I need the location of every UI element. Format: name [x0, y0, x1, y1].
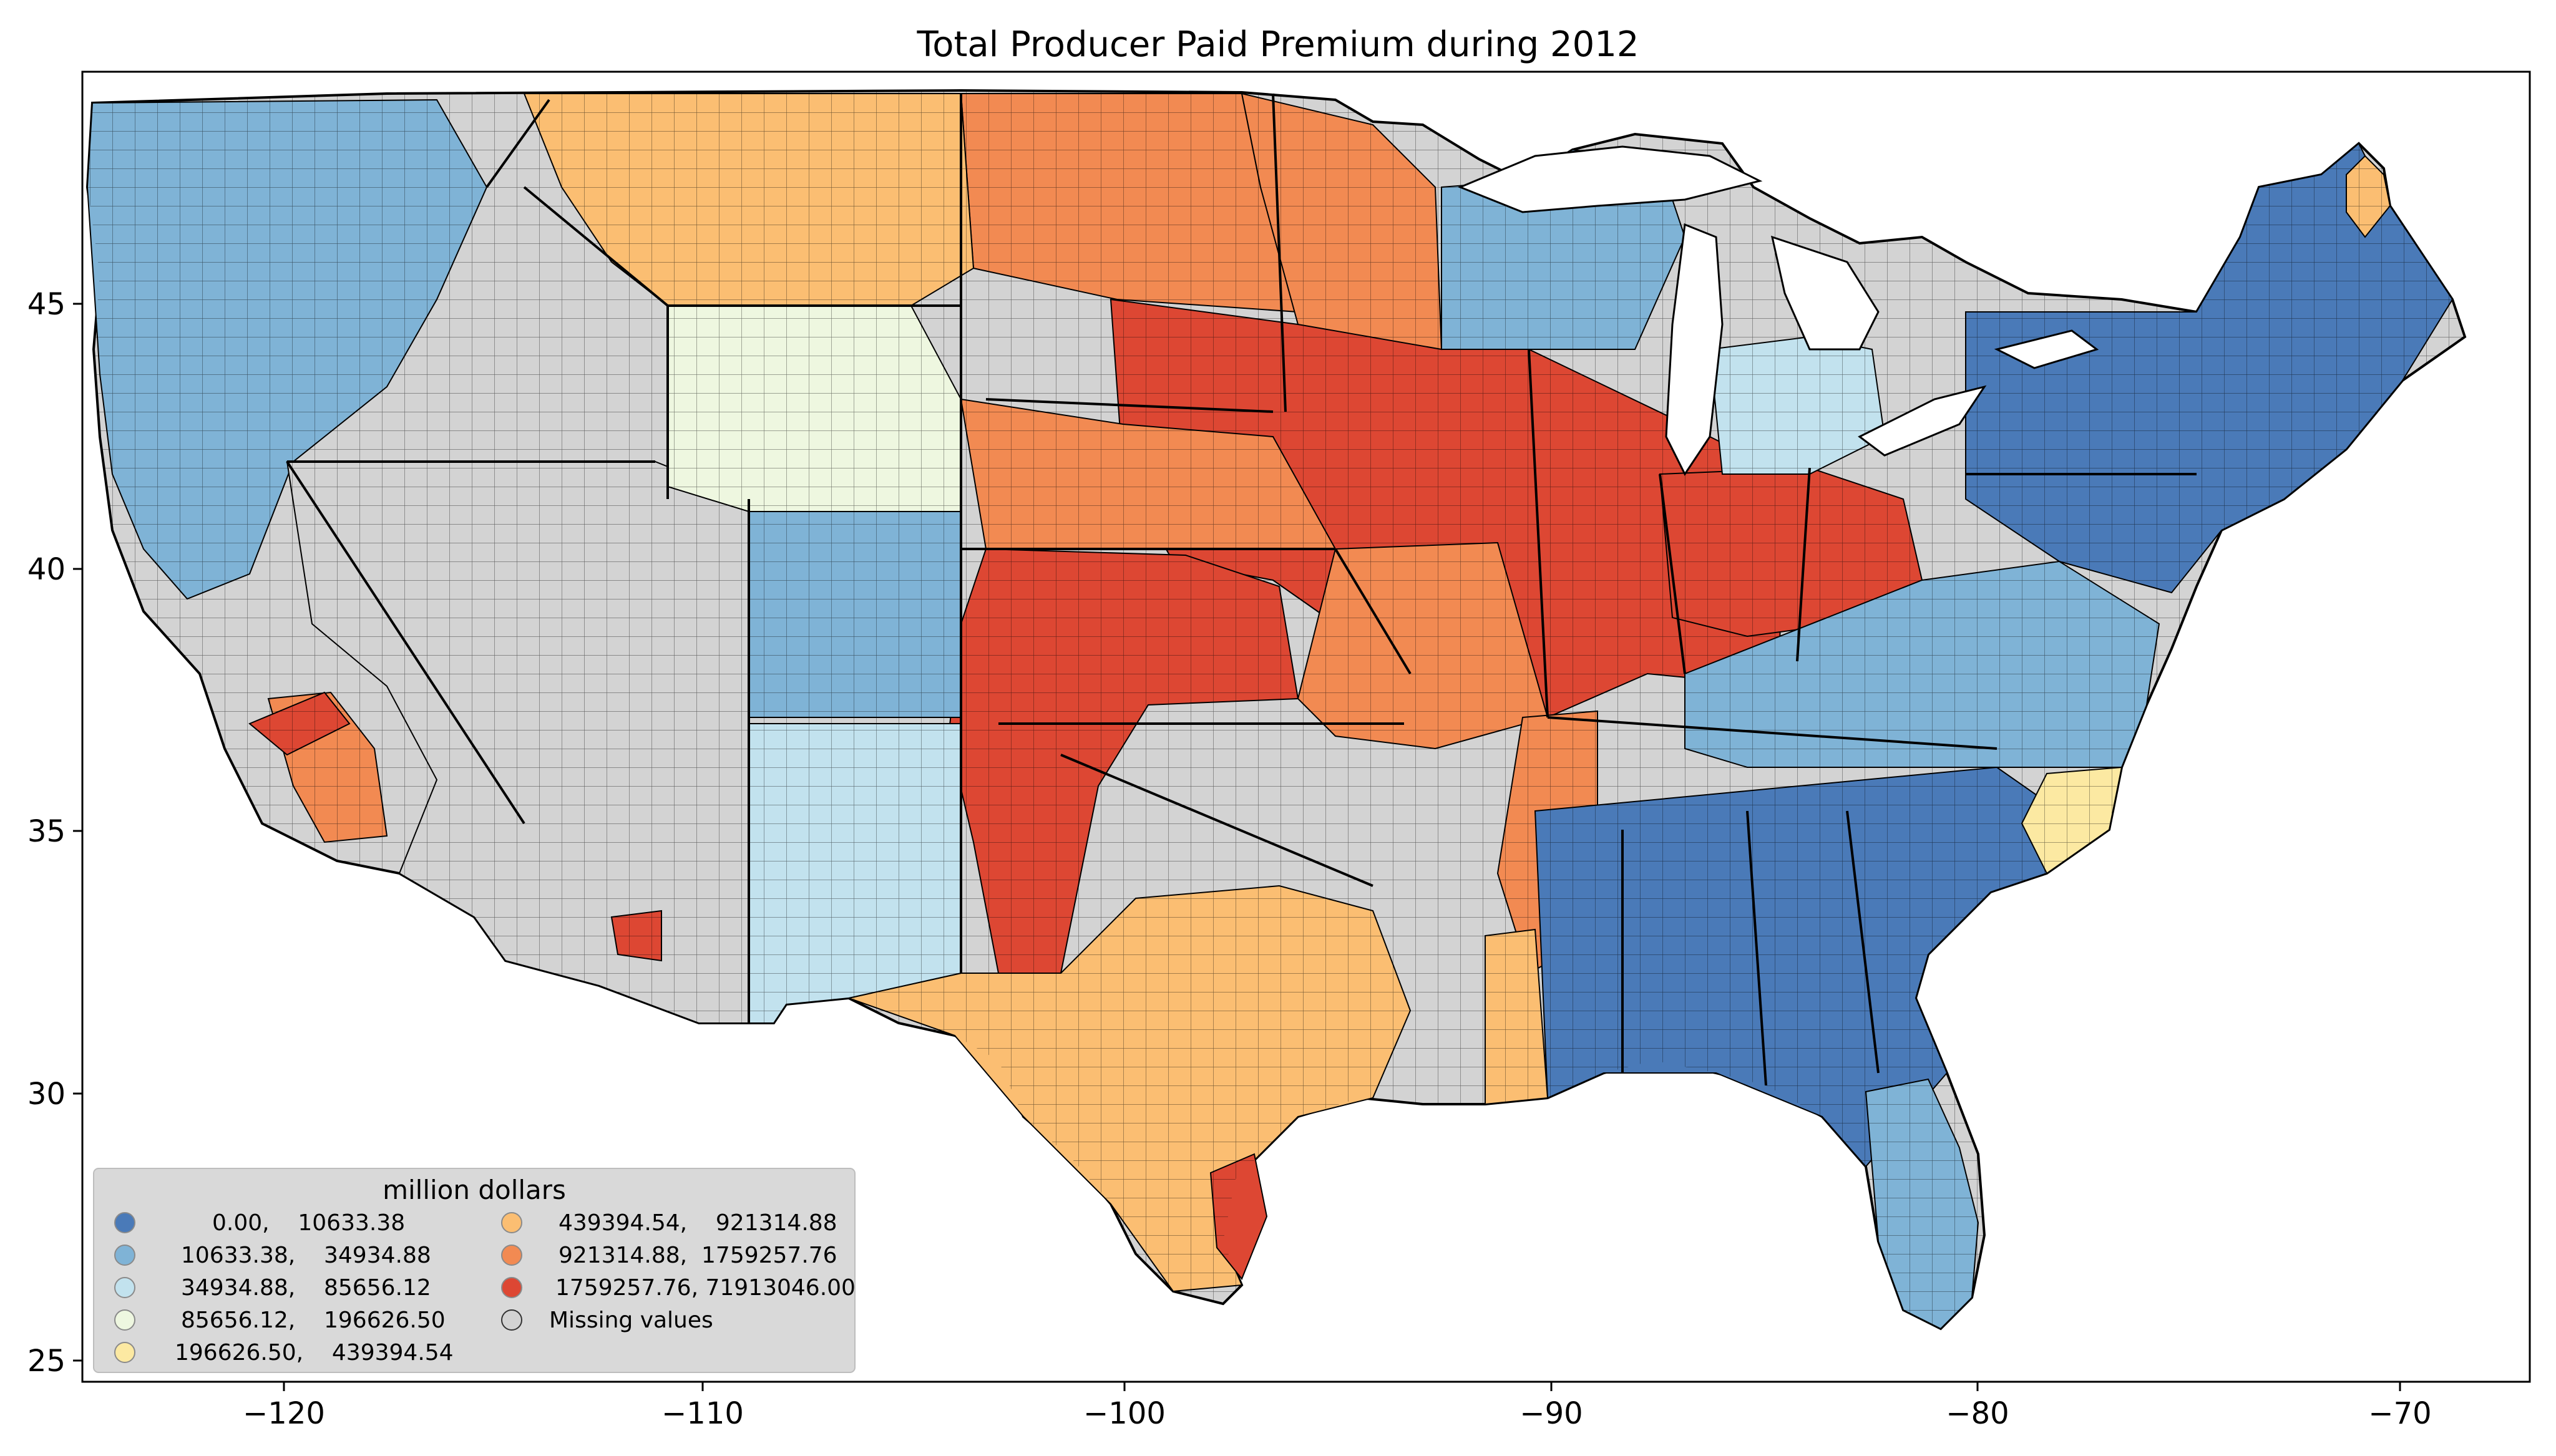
- legend-swatch: [115, 1245, 135, 1265]
- legend-label: 85656.12, 196626.50: [181, 1308, 446, 1333]
- map-title: Total Producer Paid Premium during 2012: [917, 24, 1639, 65]
- x-tick-label: −100: [1083, 1396, 1166, 1431]
- y-axis: [73, 304, 82, 1361]
- legend-label: 0.00, 10633.38: [212, 1210, 405, 1236]
- y-tick-label: 45: [27, 287, 66, 322]
- choropleth-map: Total Producer Paid Premium during 2012: [0, 0, 2556, 1456]
- x-tick-labels: −120 −110 −100 −90 −80 −70: [243, 1396, 2432, 1431]
- legend-label: 34934.88, 85656.12: [181, 1275, 431, 1301]
- y-tick-labels: 25 30 35 40 45: [27, 287, 66, 1379]
- y-tick-label: 25: [27, 1344, 66, 1379]
- legend-swatch: [502, 1278, 522, 1298]
- legend-swatch: [115, 1310, 135, 1330]
- x-tick-label: −110: [661, 1396, 744, 1431]
- x-axis: [284, 1382, 2400, 1391]
- x-tick-label: −80: [1946, 1396, 2009, 1431]
- x-tick-label: −120: [243, 1396, 325, 1431]
- legend-label: 196626.50, 439394.54: [175, 1340, 454, 1366]
- legend-label: Missing values: [549, 1308, 713, 1333]
- legend-swatch: [502, 1310, 522, 1330]
- y-tick-label: 35: [27, 814, 66, 849]
- legend-swatch: [115, 1278, 135, 1298]
- y-tick-label: 40: [27, 552, 66, 587]
- legend-swatch: [502, 1245, 522, 1265]
- legend-label: 10633.38, 34934.88: [181, 1243, 431, 1268]
- x-tick-label: −70: [2368, 1396, 2431, 1431]
- legend-swatch: [115, 1213, 135, 1233]
- y-tick-label: 30: [27, 1077, 66, 1112]
- legend-label: 921314.88, 1759257.76: [559, 1243, 837, 1268]
- x-tick-label: −90: [1519, 1396, 1583, 1431]
- legend-title: million dollars: [383, 1175, 566, 1205]
- legend-swatch: [502, 1213, 522, 1233]
- legend-label: 439394.54, 921314.88: [559, 1210, 837, 1236]
- legend-swatch: [115, 1342, 135, 1362]
- legend-label: 1759257.76, 71913046.00: [555, 1275, 856, 1301]
- legend: million dollars 0.00, 10633.38 10633.38,…: [94, 1168, 856, 1372]
